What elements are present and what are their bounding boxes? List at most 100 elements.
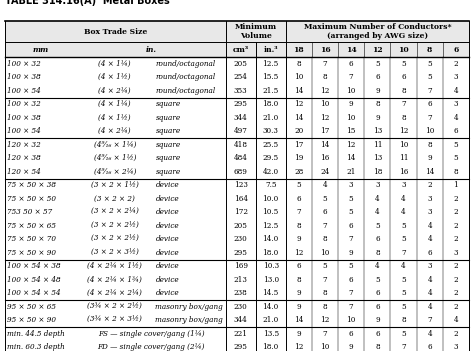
Text: 12: 12 [346, 141, 356, 149]
Text: 100 × 38: 100 × 38 [7, 73, 41, 81]
Text: 42.0: 42.0 [263, 168, 279, 176]
Text: 2: 2 [454, 303, 458, 311]
Text: 21: 21 [346, 168, 356, 176]
Text: 18.0: 18.0 [263, 249, 279, 257]
Text: 120 × 32: 120 × 32 [7, 141, 41, 149]
Text: 230: 230 [234, 303, 247, 311]
Text: (3 × 2 × 2½): (3 × 2 × 2½) [91, 222, 139, 230]
Text: 7: 7 [401, 249, 406, 257]
Text: 123: 123 [234, 181, 248, 189]
Text: 4: 4 [428, 289, 432, 297]
Text: masonry box/gang: masonry box/gang [155, 303, 223, 311]
Text: 5: 5 [401, 60, 406, 68]
Text: 14.0: 14.0 [263, 303, 279, 311]
Text: 10.0: 10.0 [263, 195, 279, 203]
Text: FS — single cover/gang (1¼): FS — single cover/gang (1¼) [98, 330, 204, 338]
Text: 3: 3 [454, 249, 458, 257]
Text: 30.3: 30.3 [263, 127, 279, 135]
Text: 120 × 38: 120 × 38 [7, 154, 41, 162]
Text: Box Trade Size: Box Trade Size [84, 27, 147, 35]
Text: 5: 5 [428, 73, 432, 81]
Text: (3¾ × 2 × 3½): (3¾ × 2 × 3½) [87, 316, 142, 324]
Text: 95 × 50 × 65: 95 × 50 × 65 [7, 303, 56, 311]
Text: 100 × 54 × 54: 100 × 54 × 54 [7, 289, 61, 297]
Text: 14: 14 [294, 114, 303, 122]
Text: 344: 344 [234, 114, 247, 122]
Text: 16: 16 [319, 46, 330, 53]
Text: device: device [155, 276, 179, 284]
Text: 10: 10 [398, 46, 409, 53]
Text: 295: 295 [234, 343, 248, 351]
Text: in.: in. [146, 46, 156, 53]
Text: square: square [155, 168, 181, 176]
Text: masonry box/gang: masonry box/gang [155, 316, 223, 324]
Text: 7: 7 [323, 222, 327, 230]
Text: 7: 7 [349, 289, 354, 297]
Text: 18.0: 18.0 [263, 100, 279, 108]
Text: (4 × 1¼): (4 × 1¼) [99, 100, 131, 108]
Text: 75 × 50 × 65: 75 × 50 × 65 [7, 222, 56, 230]
Text: 14: 14 [425, 168, 434, 176]
Text: 230: 230 [234, 235, 247, 243]
Text: 7: 7 [349, 303, 354, 311]
Text: 29.5: 29.5 [263, 154, 279, 162]
Text: device: device [155, 195, 179, 203]
Text: 4: 4 [323, 181, 327, 189]
Text: 18: 18 [293, 46, 304, 53]
Text: 100 × 32: 100 × 32 [7, 100, 41, 108]
Text: 12: 12 [320, 114, 329, 122]
Text: 5: 5 [323, 262, 327, 270]
Text: 6: 6 [454, 127, 458, 135]
Text: 4: 4 [454, 87, 458, 95]
Text: 7: 7 [323, 330, 327, 338]
Text: 6: 6 [349, 222, 354, 230]
Text: square: square [155, 141, 181, 149]
Text: 15: 15 [346, 127, 356, 135]
Text: 13: 13 [373, 127, 382, 135]
Text: 4: 4 [375, 262, 380, 270]
Text: 16: 16 [320, 154, 329, 162]
Text: 2: 2 [428, 181, 432, 189]
Text: 238: 238 [234, 289, 247, 297]
Text: 4: 4 [454, 316, 458, 324]
Text: 295: 295 [234, 100, 248, 108]
Text: 6: 6 [375, 73, 380, 81]
Text: (4⁹⁄₁₆ × 2¼): (4⁹⁄₁₆ × 2¼) [93, 168, 136, 176]
Text: 8: 8 [323, 73, 327, 81]
Text: (4 × 2¼): (4 × 2¼) [99, 127, 131, 135]
Text: round/octagonal: round/octagonal [155, 60, 216, 68]
Text: 6: 6 [453, 46, 458, 53]
Text: 75 × 50 × 38: 75 × 50 × 38 [7, 181, 56, 189]
Text: 75 × 50 × 50: 75 × 50 × 50 [7, 195, 56, 203]
Text: 6: 6 [323, 208, 327, 216]
Text: 8: 8 [375, 343, 380, 351]
Text: device: device [155, 222, 179, 230]
Text: device: device [155, 249, 179, 257]
Text: 418: 418 [234, 141, 248, 149]
Text: min. 60.3 depth: min. 60.3 depth [7, 343, 65, 351]
Text: 169: 169 [234, 262, 248, 270]
Text: 3: 3 [454, 100, 458, 108]
Text: (4 × 2¼ × 1½): (4 × 2¼ × 1½) [87, 262, 142, 270]
Text: 353: 353 [234, 87, 247, 95]
Text: (4 × 2¼ × 1¾): (4 × 2¼ × 1¾) [87, 276, 142, 284]
Text: 12.5: 12.5 [263, 222, 279, 230]
Bar [5, 42, 469, 57]
Text: (4 × 2¼ × 2¼): (4 × 2¼ × 2¼) [87, 289, 142, 297]
Text: 25.5: 25.5 [263, 141, 279, 149]
Text: 8: 8 [401, 114, 406, 122]
Text: (4 × 1½): (4 × 1½) [99, 114, 131, 122]
Text: 8: 8 [296, 60, 301, 68]
Text: 8: 8 [454, 168, 458, 176]
Text: round/octagonal: round/octagonal [155, 73, 216, 81]
Text: 1: 1 [454, 181, 458, 189]
Text: 2: 2 [454, 60, 458, 68]
Text: 3: 3 [428, 208, 432, 216]
Text: 8: 8 [296, 222, 301, 230]
Text: (3 × 2 × 2½): (3 × 2 × 2½) [91, 235, 139, 243]
Text: 6: 6 [296, 195, 301, 203]
Text: 8: 8 [401, 316, 406, 324]
Text: TABLE 314.16(A)  Metal Boxes: TABLE 314.16(A) Metal Boxes [5, 0, 170, 6]
Text: 5: 5 [349, 208, 354, 216]
Text: (4 × 1¼): (4 × 1¼) [99, 60, 131, 68]
